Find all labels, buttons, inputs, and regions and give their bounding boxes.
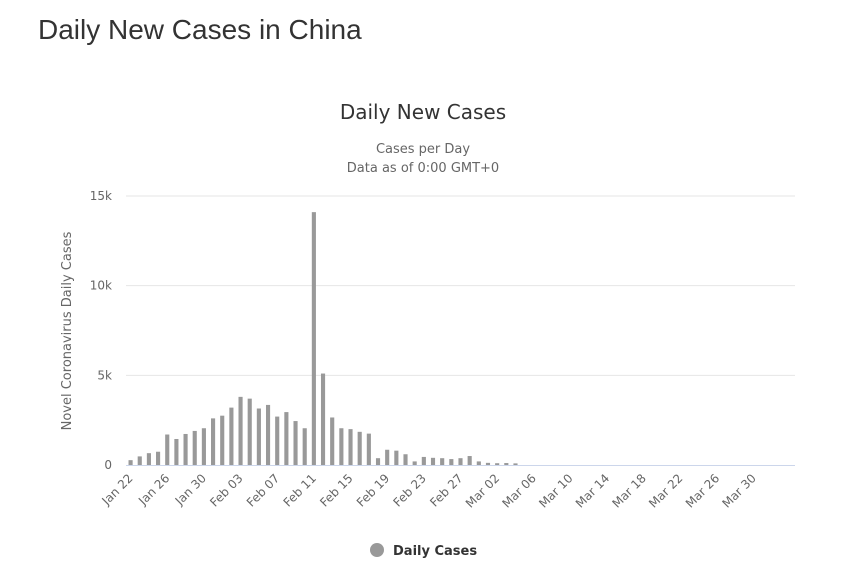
x-tick-label: Mar 22	[646, 471, 685, 510]
gridlines	[126, 195, 795, 376]
bar[interactable]	[375, 458, 381, 465]
bar[interactable]	[403, 454, 408, 465]
y-axis-ticks: 0 5k 10k 15k	[90, 189, 112, 472]
bar[interactable]	[385, 449, 390, 465]
x-tick-label: Mar 06	[500, 471, 539, 510]
bar[interactable]	[128, 460, 133, 465]
y-tick-label: 10k	[90, 279, 112, 293]
bar[interactable]	[183, 433, 188, 465]
bar[interactable]	[357, 431, 362, 465]
x-tick-label: Mar 02	[463, 471, 502, 510]
bar[interactable]	[320, 373, 326, 465]
x-tick-label: Feb 19	[354, 471, 392, 509]
bar[interactable]	[421, 456, 426, 465]
x-tick-label: Feb 15	[317, 471, 355, 509]
x-tick-label: Feb 23	[391, 471, 429, 509]
bars	[128, 212, 518, 465]
bar[interactable]	[348, 429, 353, 465]
bar[interactable]	[137, 456, 142, 465]
chart-title: Daily New Cases	[340, 100, 506, 124]
x-tick-label: Mar 10	[536, 471, 575, 510]
bar[interactable]	[174, 438, 179, 465]
bar[interactable]	[458, 458, 463, 465]
bar[interactable]	[495, 463, 500, 465]
x-tick-label: Feb 11	[281, 471, 319, 509]
page-title: Daily New Cases in China	[38, 14, 362, 45]
x-tick-label: Jan 30	[172, 471, 209, 508]
bar[interactable]	[513, 463, 518, 465]
bar[interactable]	[339, 428, 344, 465]
bar[interactable]	[275, 416, 280, 465]
bar[interactable]	[293, 421, 298, 465]
bar[interactable]	[430, 457, 436, 465]
y-axis-label: Novel Coronavirus Daily Cases	[60, 231, 75, 430]
bar[interactable]	[156, 451, 161, 465]
x-tick-label: Feb 07	[244, 471, 282, 509]
bar[interactable]	[220, 415, 225, 465]
bar[interactable]	[476, 461, 481, 465]
bar[interactable]	[201, 428, 206, 465]
bar[interactable]	[504, 463, 509, 465]
bar[interactable]	[440, 458, 445, 465]
bar[interactable]	[192, 430, 197, 465]
bar[interactable]	[146, 453, 151, 465]
bar[interactable]	[330, 417, 335, 465]
y-tick-label: 15k	[90, 189, 112, 203]
x-tick-label: Jan 22	[99, 471, 136, 508]
x-tick-label: Feb 27	[427, 471, 465, 509]
bar[interactable]	[449, 459, 454, 465]
x-tick-label: Mar 26	[683, 471, 722, 510]
x-tick-label: Mar 14	[573, 471, 612, 510]
bar[interactable]	[229, 407, 234, 465]
y-tick-label: 0	[104, 458, 112, 472]
y-tick-label: 5k	[97, 368, 112, 382]
chart-subtitle-line-2: Data as of 0:00 GMT+0	[347, 161, 499, 176]
bar[interactable]	[485, 462, 491, 465]
bar[interactable]	[366, 433, 371, 465]
legend-marker	[370, 543, 384, 557]
bar[interactable]	[165, 434, 170, 465]
x-tick-label: Feb 03	[207, 471, 245, 509]
x-tick-label: Jan 26	[135, 471, 172, 508]
bar[interactable]	[412, 461, 417, 465]
chart-subtitle-line-1: Cases per Day	[376, 142, 470, 157]
bar[interactable]	[394, 450, 399, 465]
bar[interactable]	[265, 404, 271, 465]
bar[interactable]	[284, 412, 289, 465]
bar[interactable]	[311, 212, 316, 465]
legend-label: Daily Cases	[393, 544, 477, 559]
legend[interactable]: Daily Cases	[370, 543, 477, 559]
bar[interactable]	[210, 418, 216, 465]
x-tick-label: Mar 30	[719, 471, 758, 510]
bar[interactable]	[247, 398, 252, 465]
bar[interactable]	[302, 428, 307, 465]
x-tick-label: Mar 18	[609, 471, 648, 510]
bar[interactable]	[256, 408, 261, 465]
bar[interactable]	[238, 396, 243, 465]
bar[interactable]	[467, 456, 472, 465]
